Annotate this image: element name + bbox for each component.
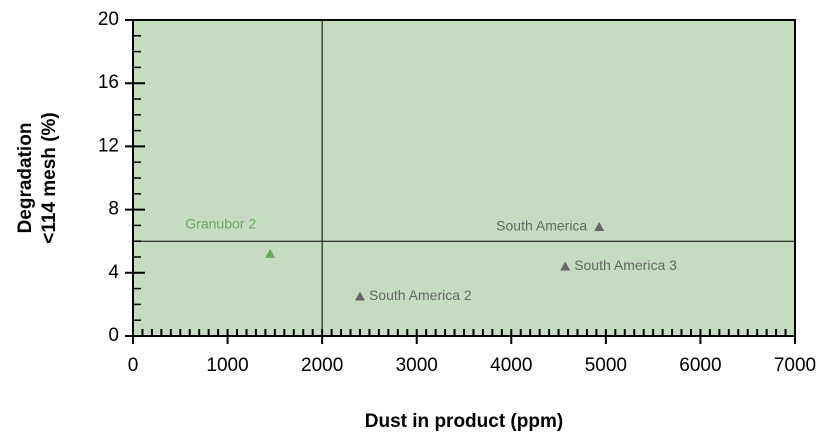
- x-tick-label: 2000: [301, 355, 343, 376]
- point-label: South America 3: [574, 257, 677, 273]
- x-tick-label: 0: [128, 355, 139, 376]
- plot-area: [133, 20, 795, 336]
- point: [560, 261, 571, 271]
- point: [265, 248, 276, 258]
- y-axis-label: Degradation: [15, 123, 36, 234]
- x-tick-label: 1000: [206, 355, 248, 376]
- y-axis-label: <114 mesh (%): [39, 112, 60, 244]
- y-tick-label: 12: [98, 135, 119, 156]
- point-label: Granubor 2: [185, 216, 256, 232]
- x-tick-label: 4000: [490, 355, 532, 376]
- point-label: South America: [496, 218, 587, 234]
- point: [594, 221, 605, 231]
- x-tick-label: 7000: [774, 355, 816, 376]
- y-tick-label: 4: [108, 262, 119, 283]
- x-tick-label: 5000: [585, 355, 627, 376]
- x-tick-label: 3000: [396, 355, 438, 376]
- point-label: South America 2: [369, 287, 472, 303]
- x-axis-label: Dust in product (ppm): [365, 411, 563, 432]
- y-tick-label: 0: [108, 325, 119, 346]
- x-tick-label: 6000: [679, 355, 721, 376]
- y-tick-label: 8: [108, 199, 119, 220]
- point: [354, 291, 365, 301]
- y-tick-label: 16: [98, 72, 119, 93]
- y-tick-label: 20: [98, 9, 119, 30]
- plot-frame: [132, 19, 796, 337]
